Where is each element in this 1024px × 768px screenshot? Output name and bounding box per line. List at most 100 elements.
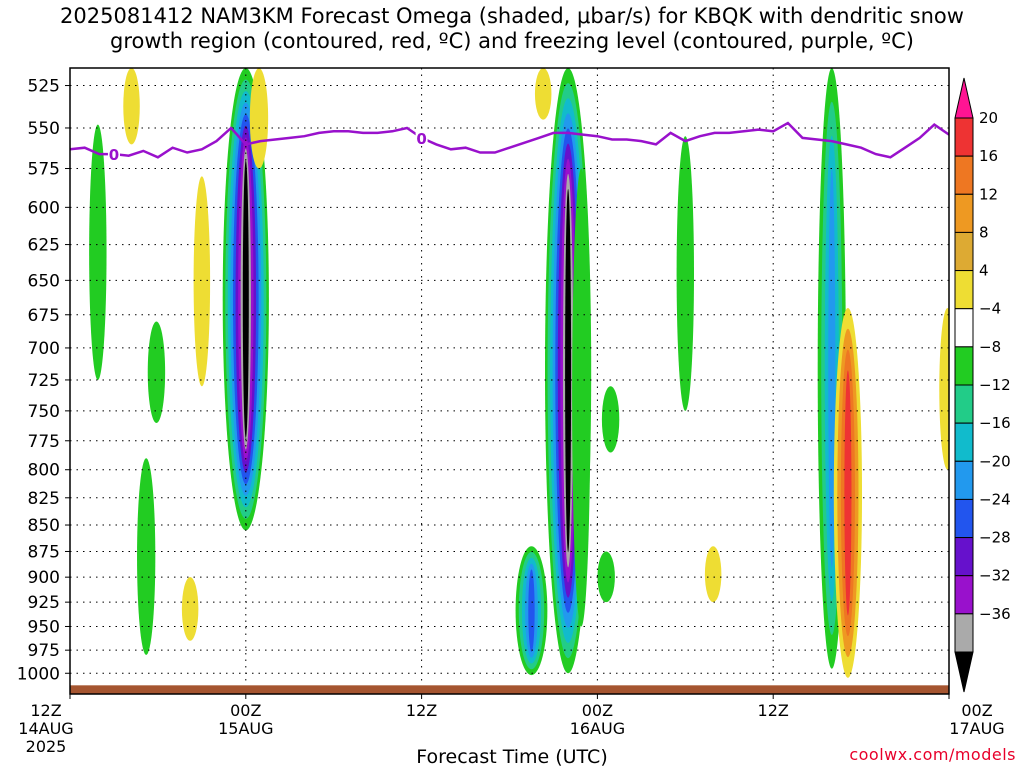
omega-region [193,176,211,387]
omega-contour-fill [193,176,211,387]
colorbar-label: −12 [979,376,1011,394]
colorbar-segment [954,384,974,424]
colorbar-bottom-triangle [954,651,974,693]
y-tick-label: 650 [28,271,60,291]
omega-region [534,68,552,120]
colorbar-segment [954,460,974,500]
y-tick-label: 975 [28,641,60,661]
omega-region [676,136,694,411]
omega-region [249,68,269,169]
freezing-label-bg [415,129,428,146]
x-tick-label: 00Z [582,701,613,720]
omega-contour-fill [249,68,269,169]
omega-region [572,168,591,627]
y-tick-label: 875 [28,542,60,562]
y-tick-label: 525 [28,77,60,97]
colorbar-segment [954,575,974,615]
omega-region [833,307,863,678]
omega-region [137,458,156,655]
y-tick-label: 725 [28,371,60,391]
colorbar-segment [954,193,974,233]
colorbar-label: −24 [979,490,1011,508]
omega-contour-fill [828,169,836,568]
y-tick-label: 1000 [17,664,60,684]
omega-contour-fill [534,68,552,120]
colorbar-segment [954,155,974,195]
y-tick-label: 775 [28,432,60,452]
colorbar-segment [954,537,974,577]
y-tick-label: 825 [28,489,60,509]
freezing-level-label: 0 [416,130,426,148]
omega-contour-fill [676,136,694,411]
omega-contour-fill [147,321,166,423]
omega-region [515,546,548,676]
y-tick-label: 600 [28,198,60,218]
omega-contour-fill [704,546,722,603]
omega-region [147,321,166,423]
omega-contour-fill [123,68,140,145]
surface-band [70,685,949,694]
x-tick-label: 12Z [406,701,437,720]
colorbar-segment [954,231,974,272]
colorbar-segment [954,422,974,462]
x-tick-label: 14AUG [18,719,73,738]
y-tick-label: 550 [28,119,60,139]
x-tick-label: 00Z [961,701,992,720]
omega-contour-fill [528,569,535,652]
credit-text: coolwx.com/models [849,745,1016,764]
colorbar-segment [954,308,974,348]
colorbar-label: 16 [979,147,998,165]
colorbar-label: −4 [979,300,1001,318]
omega-region [939,308,949,470]
y-tick-label: 950 [28,617,60,637]
omega-contour-fill [242,160,249,438]
plot-frame [69,67,950,695]
x-tick-label: 2025 [26,737,67,756]
x-tick-label: 12Z [30,701,61,720]
omega-region [222,68,269,531]
colorbar-label: −28 [979,529,1011,547]
colorbar-label: −16 [979,414,1011,432]
colorbar-segment [954,117,974,157]
title-line-2: growth region (contoured, red, ºC) and f… [110,29,914,53]
x-tick-label: 17AUG [949,719,1004,738]
omega-region [123,68,140,145]
omega-region [704,546,722,603]
colorbar-label: −36 [979,605,1011,623]
omega-contour-fill [601,386,620,453]
y-tick-label: 800 [28,461,60,481]
colorbar-label: 4 [979,262,989,280]
freezing-level-label: 0 [109,146,119,164]
x-tick-label: 16AUG [570,719,625,738]
omega-contour-fill [565,189,572,553]
x-tick-label: 00Z [230,701,261,720]
y-tick-label: 675 [28,306,60,326]
y-tick-label: 900 [28,568,60,588]
colorbar-label: 8 [979,223,989,241]
y-tick-label: 750 [28,402,60,422]
omega-region [597,551,615,603]
y-tick-label: 925 [28,593,60,613]
omega-contour-fill [597,551,615,603]
colorbar-label: 20 [979,109,998,127]
omega-contour-fill [844,370,852,616]
colorbar-segment [954,346,974,386]
y-tick-label: 850 [28,516,60,536]
omega-region [601,386,620,453]
colorbar-top-triangle [954,77,974,119]
omega-contour-fill [181,577,199,641]
x-axis-label: Forecast Time (UTC) [416,746,608,768]
freezing-level-line [70,121,949,159]
omega-contour-fill [137,458,156,655]
omega-region [181,577,199,641]
colorbar-segment [954,498,974,539]
y-tick-label: 625 [28,236,60,256]
colorbar-label: −8 [979,338,1001,356]
colorbar-segment [954,613,974,653]
omega-contour-fill [89,124,107,380]
colorbar-segment [954,270,974,310]
x-tick-label: 15AUG [218,719,273,738]
omega-contour-fill [939,308,949,470]
colorbar-label: −20 [979,452,1011,470]
